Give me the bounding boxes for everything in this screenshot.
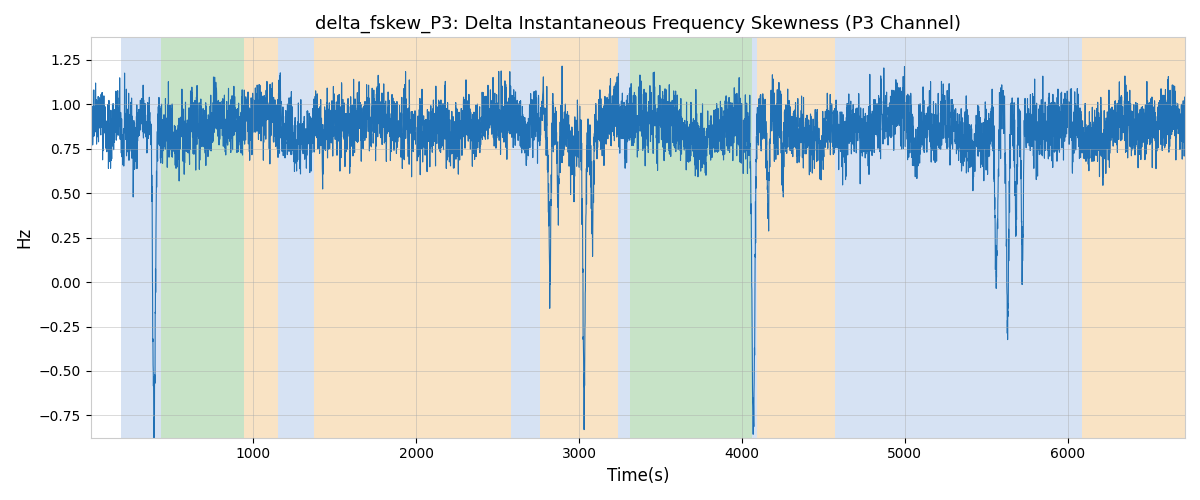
Bar (313, 38, 511, 438)
Bar (757, 38, 835, 438)
Title: delta_fskew_P3: Delta Instantaneous Frequency Skewness (P3 Channel): delta_fskew_P3: Delta Instantaneous Freq… (314, 15, 961, 34)
Bar (161, 38, 244, 438)
Bar (278, 38, 313, 438)
Bar (540, 38, 618, 438)
Bar (244, 38, 278, 438)
Bar (630, 38, 751, 438)
Bar (751, 38, 757, 438)
Bar (1082, 38, 1186, 438)
Bar (121, 38, 161, 438)
Y-axis label: Hz: Hz (14, 227, 32, 248)
Bar (618, 38, 630, 438)
Bar (511, 38, 540, 438)
Bar (835, 38, 1082, 438)
X-axis label: Time(s): Time(s) (606, 467, 670, 485)
